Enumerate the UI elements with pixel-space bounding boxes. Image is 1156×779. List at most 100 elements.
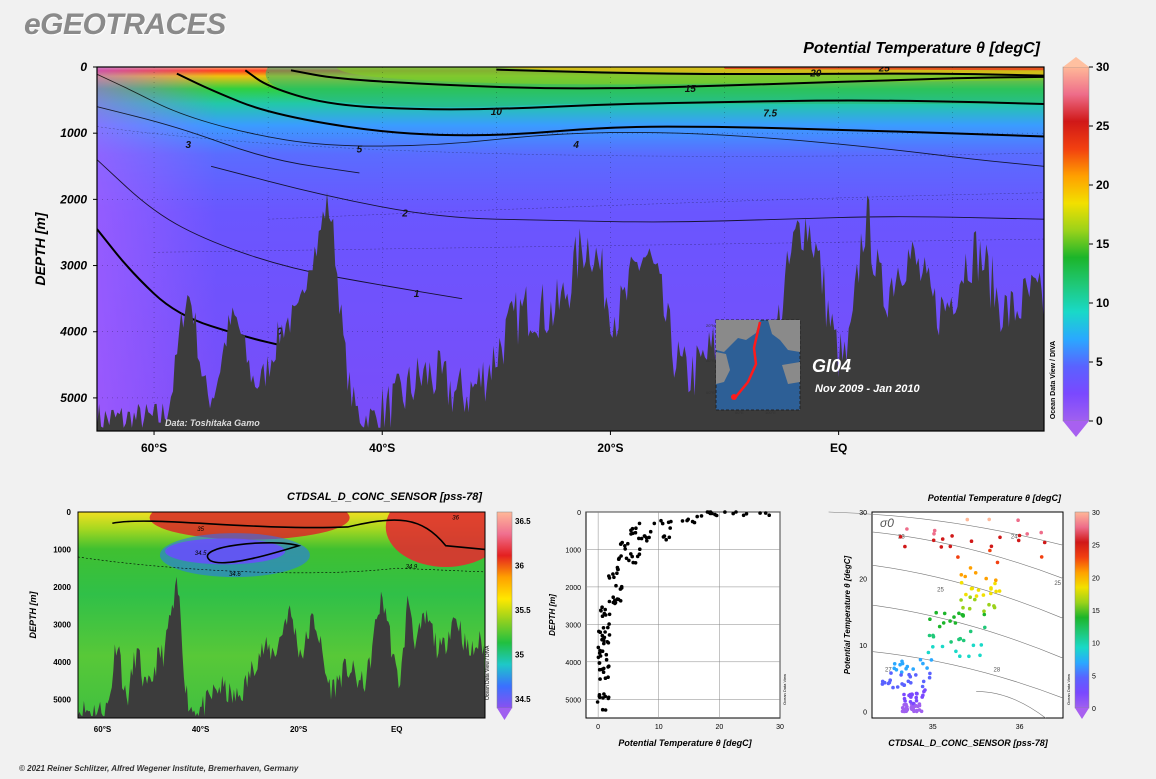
profile-grid [586, 511, 781, 718]
profile-points [595, 510, 771, 712]
main-section-frame [96, 66, 1045, 432]
profile-point [630, 554, 634, 559]
inset-map-lon-tick: 50°E [735, 410, 744, 415]
ts-ylabel: Potential Temperature θ [degC] [843, 555, 852, 674]
salinity-colorbar-ticks: 34.5 35 35.5 36 36.5 [515, 517, 531, 704]
inset-map-lat-tick: 60°S [706, 390, 715, 395]
profile-point [660, 521, 665, 526]
profile-y-ticks: 0 1000 2000 3000 4000 5000 [565, 510, 581, 704]
salinity-x-tick-label: EQ [391, 725, 403, 734]
ts-point [917, 708, 922, 712]
profile-point [602, 635, 607, 640]
ts-y-ticks: 0 10 20 30 [859, 510, 867, 716]
ts-point [959, 598, 963, 602]
ts-point [968, 595, 972, 599]
isopycnal-line [871, 651, 1064, 699]
contour-label: 4 [572, 140, 579, 151]
profile-point [680, 519, 685, 523]
ts-point [942, 611, 947, 616]
profile-point [607, 622, 611, 626]
profile-x-tick-label: 20 [715, 724, 723, 731]
profile-point [643, 534, 647, 538]
main-y-tick-label: 5000 [60, 391, 87, 405]
profile-x-ticks: 0 10 20 30 [596, 724, 784, 731]
ts-point [989, 591, 993, 596]
profile-point [763, 511, 768, 515]
ts-point [907, 672, 911, 677]
ts-point [923, 688, 927, 692]
profile-point [599, 608, 603, 613]
main-x-tick-label: 20°S [597, 441, 623, 455]
ts-point [928, 671, 932, 676]
profile-point [634, 526, 638, 530]
ts-point [956, 555, 960, 559]
profile-point [623, 544, 627, 548]
main-section-title: Potential Temperature θ [degC] [803, 40, 1040, 57]
profile-point [598, 677, 602, 681]
salinity-odv-credit: Ocean Data View / DIVA [485, 645, 491, 700]
salinity-colorbar: 34.5 35 35.5 36 36.5 [496, 511, 531, 720]
contour-label: 25 [878, 63, 891, 74]
ts-diagram-plot: Potential Temperature θ [degC] 232425252… [828, 493, 1100, 748]
ts-point [1039, 530, 1043, 535]
ts-point [1016, 538, 1021, 543]
salinity-x-ticks: 60°S 40°S 20°S EQ [94, 725, 403, 734]
ts-point [953, 621, 958, 625]
profile-point [699, 514, 704, 518]
ts-point [973, 571, 978, 575]
ts-point [982, 609, 986, 613]
profile-point [741, 513, 746, 518]
ts-y-tick-label: 30 [859, 510, 867, 517]
ts-point [969, 539, 974, 543]
profile-point [667, 535, 672, 540]
ts-frame [871, 511, 1064, 719]
profile-point [713, 512, 717, 517]
inset-map-lat-tick: 20°S [706, 358, 715, 363]
profile-point [637, 536, 641, 541]
ts-point [910, 692, 914, 697]
profile-point [607, 599, 612, 604]
inset-map-land-australia [782, 362, 800, 384]
cruise-dates: Nov 2009 - Jan 2010 [815, 383, 920, 395]
ts-point [961, 638, 966, 643]
profile-point [613, 601, 617, 606]
profile-point [597, 651, 602, 655]
ts-point [961, 605, 965, 610]
ts-point [899, 670, 904, 674]
ts-point [940, 644, 945, 649]
salinity-colorbar-tick-label: 36 [515, 561, 524, 570]
inset-map: 20°N 20°S 60°S 50°E 100°E [706, 319, 801, 415]
ts-colorbar-min-arrow [1075, 708, 1089, 719]
ts-point [989, 544, 994, 549]
salinity-colorbar-tick-label: 36.5 [515, 517, 531, 526]
ts-point [900, 661, 905, 666]
main-colorbar-ticks: 0 5 10 15 20 25 30 [1089, 60, 1110, 428]
main-colorbar-tick-label: 20 [1096, 178, 1110, 192]
salinity-contour-label: 34.5 [195, 551, 207, 557]
profile-point [607, 576, 612, 580]
ts-point [1017, 533, 1022, 538]
ts-point [982, 612, 987, 617]
main-x-ticks: 60°S 40°S 20°S EQ [141, 431, 847, 455]
profile-point [597, 661, 602, 665]
profile-point [708, 511, 713, 516]
salinity-colorbar-tick-label: 35.5 [515, 606, 531, 615]
main-y-tick-label: 0 [80, 60, 87, 74]
profile-y-tick-label: 3000 [565, 622, 581, 629]
salinity-contour-label: 34.9 [406, 564, 418, 570]
ts-point [949, 640, 953, 644]
contour-label: 7.5 [763, 108, 777, 119]
profile-point [692, 520, 697, 525]
ts-point [932, 528, 937, 533]
contour-label: 5 [357, 145, 363, 156]
profile-point [603, 676, 608, 680]
ts-colorbar-tick-label: 5 [1092, 673, 1096, 680]
sigma0-label: σ0 [880, 516, 894, 530]
ts-point [963, 574, 967, 579]
ts-y-tick-label: 10 [859, 643, 867, 650]
main-section-plot: Potential Temperature θ [degC] 0 1 2 3 4 5 7.5… [32, 40, 1110, 455]
profile-point [652, 521, 657, 526]
ts-odv-credit: Ocean Data View [1066, 674, 1071, 705]
ts-point [965, 517, 970, 522]
main-seafloor-shape [97, 192, 1044, 431]
